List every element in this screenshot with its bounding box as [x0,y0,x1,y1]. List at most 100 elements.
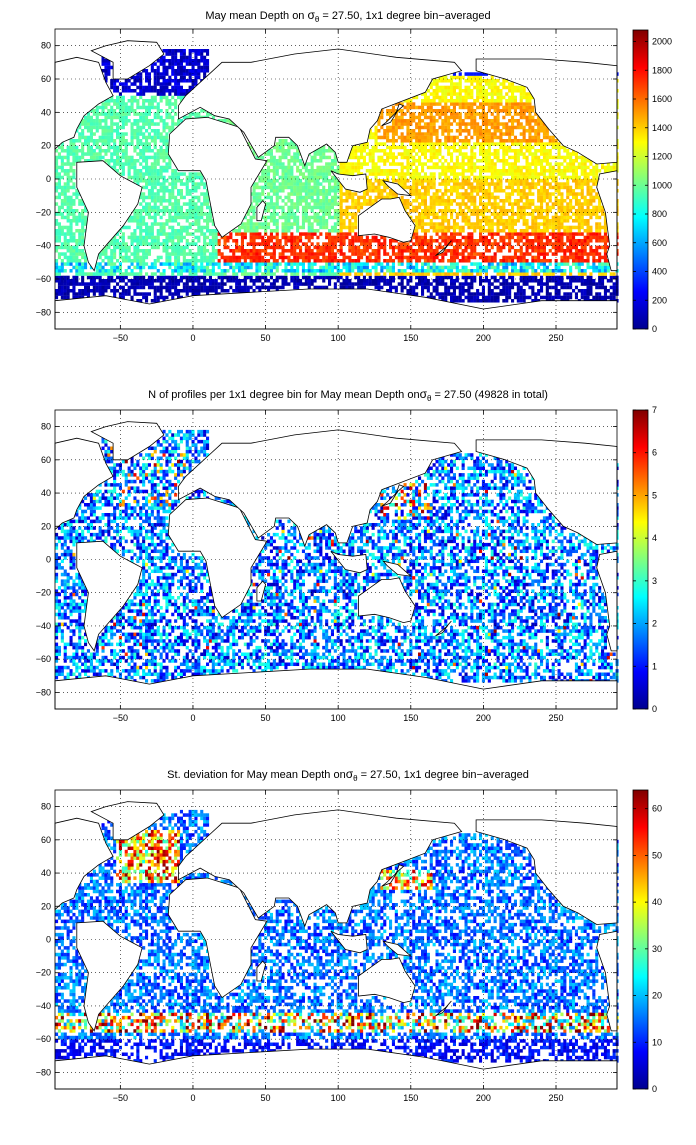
x-tick-label: 150 [403,713,418,723]
colorbar-tick-label: 1800 [652,65,672,75]
x-tick-label: 150 [403,333,418,343]
colorbar: 60 50 40 30 20 10 0 [632,789,662,1094]
x-tick-label: 250 [548,1093,563,1103]
grid [55,790,617,1089]
x-tick-label: 100 [331,333,346,343]
colorbar-tick-label: 0 [652,704,657,714]
colorbar-tick-label: 4 [652,533,657,543]
data-cells [55,49,619,303]
y-tick-label: 20 [41,521,51,531]
colorbar-tick-label: 60 [652,804,662,814]
colorbar-tick-label: 5 [652,490,657,500]
y-tick-label: 0 [46,935,51,945]
x-tick-label: 50 [261,713,271,723]
colorbar-tick-label: 1200 [652,152,672,162]
colorbar-tick-label: 1400 [652,123,672,133]
colorbar-gradient [632,29,649,330]
x-tick-label: 200 [476,333,491,343]
colorbar-gradient [632,409,649,710]
y-tick-label: 60 [41,74,51,84]
x-tick-label: 150 [403,1093,418,1103]
grid [55,29,617,329]
panel-title: May mean Depth on σθ = 27.50, 1x1 degree… [205,8,490,24]
y-tick-label: 60 [41,835,51,845]
colorbar-tick-label: 2 [652,619,657,629]
colorbar-tick-label: 30 [652,944,662,954]
y-tick-label: 40 [41,107,51,117]
grid [55,410,617,709]
colorbar-tick-label: 600 [652,238,667,248]
x-tick-label: −50 [113,333,128,343]
y-tick-label: −80 [36,1067,51,1077]
x-tick-label: 250 [548,713,563,723]
coastlines [54,40,618,330]
data-cells [55,429,619,683]
y-tick-label: −80 [36,687,51,697]
x-tick-label: 200 [476,713,491,723]
colorbar-tick-label: 0 [652,1084,657,1094]
colorbar-gradient [632,789,649,1090]
y-tick-label: 80 [41,41,51,51]
coastlines [54,421,618,710]
colorbar-tick-label: 1600 [652,94,672,104]
colorbar-tick-label: 3 [652,576,657,586]
colorbar-tick-label: 200 [652,295,667,305]
panel-depth: May mean Depth on σθ = 27.50, 1x1 degree… [36,8,672,343]
y-tick-label: −40 [36,621,51,631]
coastlines [54,801,618,1090]
x-tick-label: 50 [261,333,271,343]
y-tick-label: 80 [41,802,51,812]
y-tick-label: 0 [46,555,51,565]
colorbar-tick-label: 1000 [652,180,672,190]
y-tick-label: −60 [36,1034,51,1044]
y-tick-label: −80 [36,307,51,317]
x-tick-label: 250 [548,333,563,343]
y-tick-label: 80 [41,422,51,432]
x-tick-label: 0 [190,1093,195,1103]
colorbar-tick-label: 6 [652,448,657,458]
x-tick-label: 100 [331,713,346,723]
x-tick-label: −50 [113,713,128,723]
x-tick-label: 0 [190,713,195,723]
colorbar-tick-label: 20 [652,991,662,1001]
x-tick-label: 200 [476,1093,491,1103]
panel-title: St. deviation for May mean Depth onσθ = … [167,767,529,783]
y-tick-label: 60 [41,455,51,465]
panel-stdev: St. deviation for May mean Depth onσθ = … [36,767,662,1103]
y-tick-label: −40 [36,241,51,251]
panel-title: N of profiles per 1x1 degree bin for May… [148,387,548,403]
y-tick-label: −60 [36,274,51,284]
colorbar: 7 6 5 4 3 2 1 0 [632,405,657,714]
y-tick-label: −40 [36,1001,51,1011]
colorbar-tick-label: 50 [652,850,662,860]
y-tick-label: 0 [46,174,51,184]
y-tick-label: 20 [41,901,51,911]
x-tick-label: −50 [113,1093,128,1103]
colorbar-tick-label: 1 [652,661,657,671]
y-tick-label: −60 [36,654,51,664]
colorbar-tick-label: 40 [652,897,662,907]
colorbar-tick-label: 7 [652,405,657,415]
y-tick-label: −20 [36,588,51,598]
x-tick-label: 0 [190,333,195,343]
y-tick-label: −20 [36,207,51,217]
y-tick-label: 40 [41,868,51,878]
colorbar-tick-label: 800 [652,209,667,219]
colorbar-tick-label: 2000 [652,37,672,47]
colorbar-tick-label: 10 [652,1037,662,1047]
x-tick-label: 100 [331,1093,346,1103]
y-tick-label: 40 [41,488,51,498]
x-tick-label: 50 [261,1093,271,1103]
panel-count: N of profiles per 1x1 degree bin for May… [36,387,657,723]
y-tick-label: 20 [41,141,51,151]
colorbar-tick-label: 400 [652,267,667,277]
